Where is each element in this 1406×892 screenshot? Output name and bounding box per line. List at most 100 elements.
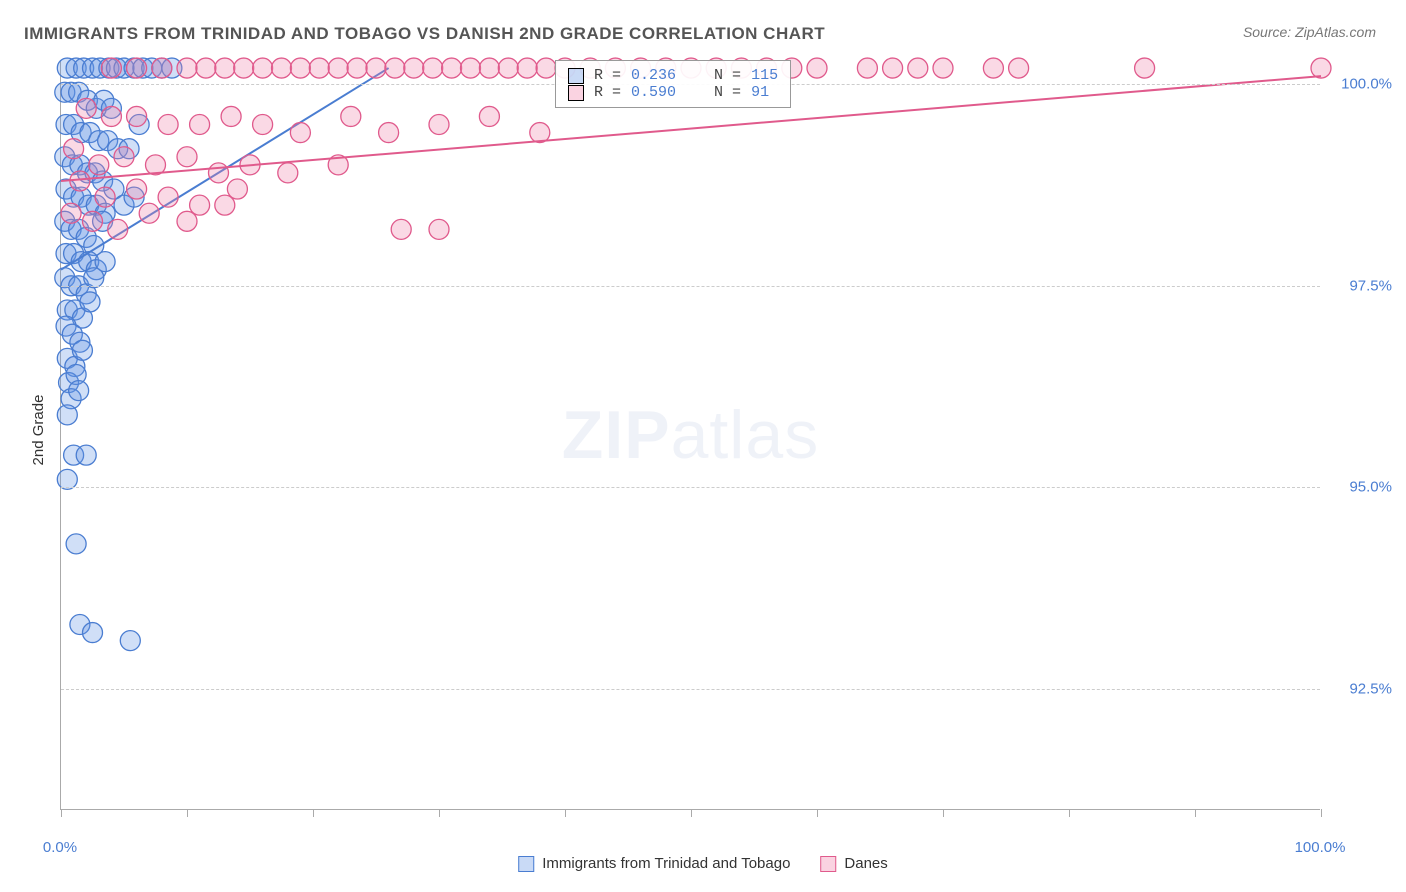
- x-tick: [187, 809, 188, 817]
- bottom-legend: Immigrants from Trinidad and TobagoDanes: [518, 855, 888, 872]
- scatter-point: [80, 292, 100, 312]
- scatter-point: [127, 106, 147, 126]
- x-tick: [1321, 809, 1322, 817]
- x-tick: [943, 809, 944, 817]
- x-tick: [61, 809, 62, 817]
- stat-r-value: 0.590: [631, 84, 676, 101]
- scatter-point: [215, 58, 235, 78]
- scatter-point: [857, 58, 877, 78]
- y-axis-label: 2nd Grade: [30, 395, 47, 466]
- y-tick-label: 97.5%: [1327, 277, 1392, 294]
- scatter-point: [253, 115, 273, 135]
- scatter-point: [933, 58, 953, 78]
- scatter-point: [807, 58, 827, 78]
- legend-swatch: [820, 856, 836, 872]
- x-tick: [439, 809, 440, 817]
- plot-area: ZIPatlas 92.5%95.0%97.5%100.0%: [60, 60, 1320, 810]
- scatter-point: [177, 211, 197, 231]
- legend-label: Immigrants from Trinidad and Tobago: [542, 855, 790, 872]
- scatter-point: [69, 381, 89, 401]
- scatter-point: [190, 195, 210, 215]
- scatter-point: [517, 58, 537, 78]
- scatter-point: [253, 58, 273, 78]
- scatter-point: [234, 58, 254, 78]
- scatter-point: [404, 58, 424, 78]
- scatter-point: [328, 58, 348, 78]
- x-tick: [313, 809, 314, 817]
- scatter-point: [221, 106, 241, 126]
- scatter-point: [101, 106, 121, 126]
- scatter-point: [1009, 58, 1029, 78]
- scatter-point: [272, 58, 292, 78]
- scatter-point: [76, 98, 96, 118]
- y-tick-label: 92.5%: [1327, 681, 1392, 698]
- scatter-point: [341, 106, 361, 126]
- scatter-point: [498, 58, 518, 78]
- gridline-h: [61, 689, 1320, 690]
- scatter-point: [89, 155, 109, 175]
- scatter-point: [429, 115, 449, 135]
- gridline-h: [61, 487, 1320, 488]
- scatter-point: [158, 115, 178, 135]
- stat-n-label: N =: [714, 67, 741, 84]
- scatter-point: [347, 58, 367, 78]
- legend-item: Immigrants from Trinidad and Tobago: [518, 855, 790, 872]
- x-tick: [1195, 809, 1196, 817]
- y-tick-label: 100.0%: [1327, 76, 1392, 93]
- legend-swatch: [518, 856, 534, 872]
- scatter-point: [479, 58, 499, 78]
- scatter-point: [908, 58, 928, 78]
- scatter-point: [177, 147, 197, 167]
- scatter-point: [983, 58, 1003, 78]
- scatter-point: [72, 340, 92, 360]
- scatter-point: [215, 195, 235, 215]
- stat-n-label: N =: [714, 84, 741, 101]
- x-tick-label: 100.0%: [1295, 839, 1346, 856]
- x-tick: [817, 809, 818, 817]
- scatter-point: [57, 469, 77, 489]
- scatter-point: [66, 534, 86, 554]
- scatter-point: [227, 179, 247, 199]
- scatter-point: [177, 58, 197, 78]
- scatter-point: [95, 187, 115, 207]
- scatter-point: [442, 58, 462, 78]
- stat-n-value: 115: [751, 67, 778, 84]
- scatter-point: [139, 203, 159, 223]
- scatter-point: [423, 58, 443, 78]
- scatter-point: [114, 147, 134, 167]
- scatter-point: [1135, 58, 1155, 78]
- stats-row: R = 0.236 N = 115: [568, 67, 778, 84]
- scatter-point: [290, 58, 310, 78]
- source-attribution: Source: ZipAtlas.com: [1243, 24, 1376, 40]
- scatter-point: [278, 163, 298, 183]
- y-tick-label: 95.0%: [1327, 479, 1392, 496]
- scatter-point: [152, 58, 172, 78]
- scatter-point: [101, 58, 121, 78]
- scatter-point: [84, 268, 104, 288]
- scatter-point: [883, 58, 903, 78]
- scatter-point: [83, 211, 103, 231]
- x-tick-label: 0.0%: [43, 839, 77, 856]
- scatter-point: [64, 139, 84, 159]
- scatter-point: [158, 187, 178, 207]
- stat-r-label: R =: [594, 67, 621, 84]
- scatter-point: [379, 123, 399, 143]
- scatter-point: [61, 203, 81, 223]
- stats-legend-box: R = 0.236 N = 115R =0.590 N = 91: [555, 60, 791, 108]
- scatter-point: [429, 219, 449, 239]
- stat-n-value: 91: [751, 84, 769, 101]
- scatter-point: [57, 405, 77, 425]
- scatter-point: [290, 123, 310, 143]
- scatter-point: [76, 445, 96, 465]
- scatter-point: [461, 58, 481, 78]
- scatter-point: [479, 106, 499, 126]
- legend-swatch: [568, 85, 584, 101]
- scatter-point: [196, 58, 216, 78]
- stat-r-value: 0.236: [631, 67, 676, 84]
- scatter-svg: [61, 60, 1321, 810]
- scatter-point: [127, 58, 147, 78]
- scatter-point: [536, 58, 556, 78]
- stats-row: R =0.590 N = 91: [568, 84, 778, 101]
- legend-swatch: [568, 68, 584, 84]
- scatter-point: [209, 163, 229, 183]
